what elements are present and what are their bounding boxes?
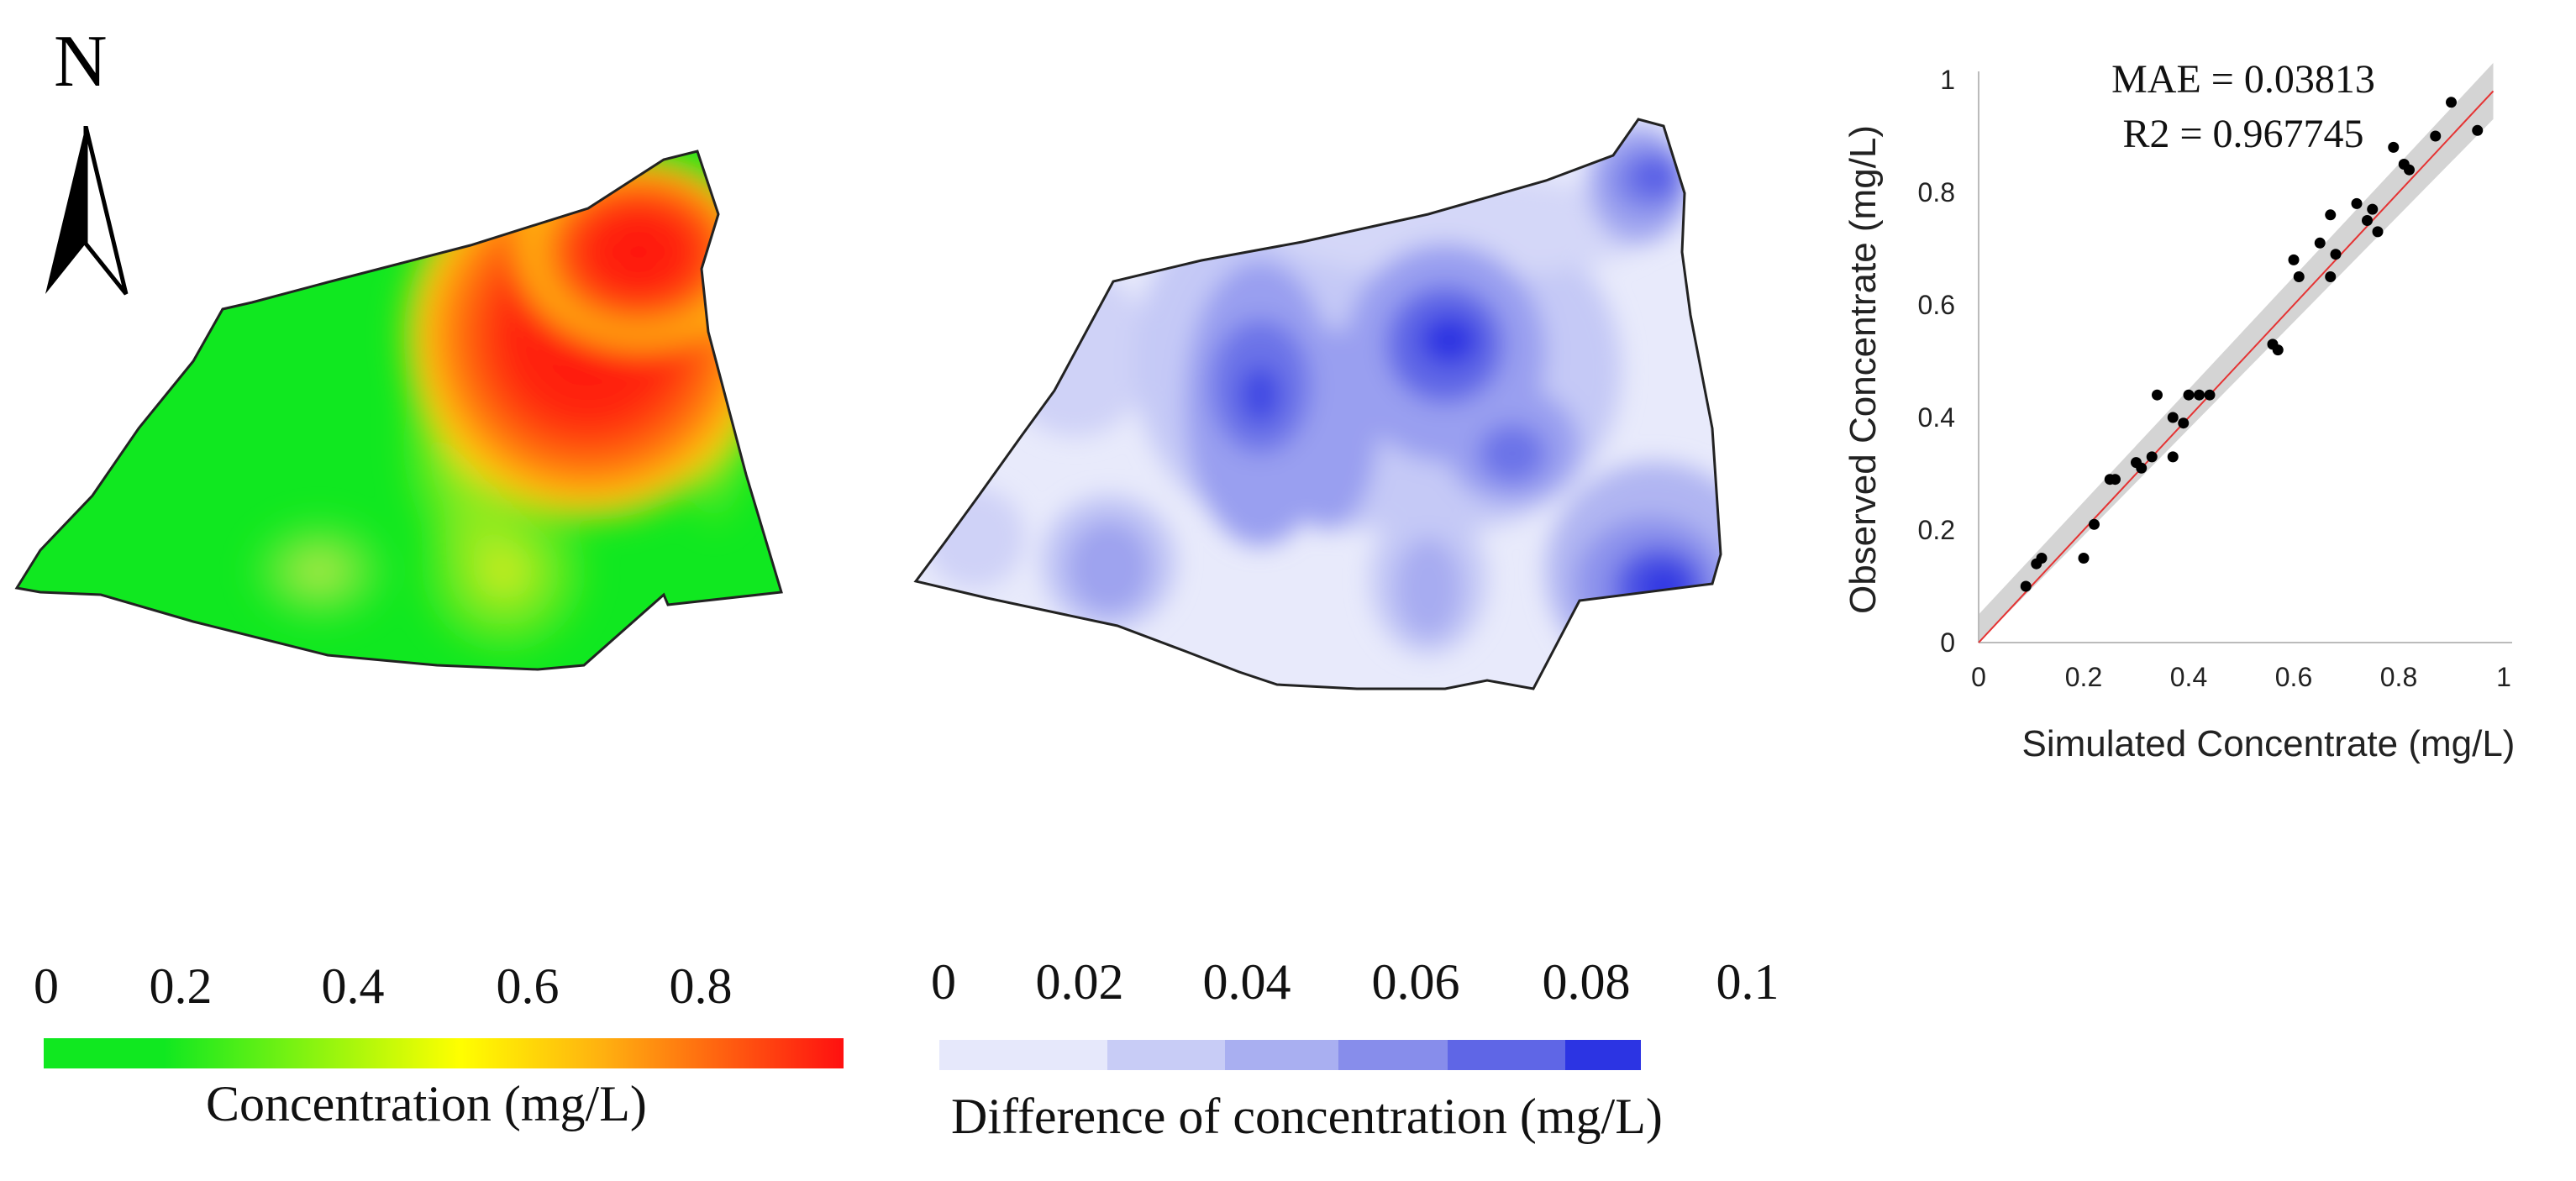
legend-tick: 0.8 [669,958,733,1014]
legend-tick: 0.08 [1542,954,1631,1010]
legend-tick: 0.02 [1035,954,1124,1010]
x-tick-label: 0.6 [2275,662,2312,692]
data-point [2146,451,2158,463]
colorbar-segment [1565,1040,1641,1070]
x-axis-label: Simulated Concentrate (mg/L) [2022,723,2516,764]
y-tick-label: 0.8 [1918,177,1955,207]
data-point [2325,271,2337,282]
data-point [2288,254,2300,265]
x-tick-label: 1 [2496,662,2511,692]
data-point [2036,553,2048,564]
data-point [2136,462,2148,474]
data-point [2388,141,2400,153]
data-point [2204,389,2216,401]
data-point [2194,389,2205,401]
data-point [2367,203,2379,215]
data-point [2152,389,2163,401]
data-point [2372,226,2384,238]
legend-tick: 0.4 [321,958,385,1014]
mae-annotation: MAE = 0.03813 [2111,57,2375,102]
data-point [2167,451,2179,463]
colorbar-segment [1225,1040,1338,1070]
x-tick-label: 0.8 [2380,662,2417,692]
legend-tick: 0.6 [496,958,560,1014]
concentration-legend-title: Concentration (mg/L) [206,1076,647,1131]
confidence-band [1979,62,2494,643]
colorbar-segment [1448,1040,1565,1070]
legend-tick: 0 [34,958,59,1014]
data-point [2430,130,2442,142]
x-tick-label: 0 [1971,662,1986,692]
data-point [2325,209,2337,221]
legend-tick: 0.06 [1371,954,1460,1010]
data-point [2446,97,2457,108]
y-tick-label: 0 [1940,627,1955,658]
legend-tick: 0.2 [149,958,213,1014]
data-point [2089,518,2100,530]
scatter-chart: 0 0.2 0.4 0.6 0.8 1 0 0.2 0.4 0.6 0.8 1 Observed Co… [1843,57,2516,764]
concentration-map [14,150,783,671]
data-point [2167,412,2179,423]
data-point [2351,197,2363,209]
y-tick-label: 0.2 [1918,515,1955,545]
x-tick-label: 0.2 [2065,662,2102,692]
data-point [2178,417,2190,429]
fit-line [1978,90,2495,643]
y-tick-label: 1 [1940,65,1955,95]
colorbar-segment [1338,1040,1448,1070]
data-point [2020,580,2032,592]
x-tick-label: 0.4 [2170,662,2207,692]
data-point [2078,553,2090,564]
data-point [2314,237,2326,249]
data-point [2330,249,2342,260]
legend-tick: 0.04 [1202,954,1291,1010]
difference-map [913,118,1722,690]
difference-legend-ticks: 0 0.02 0.04 0.06 0.08 0.1 [907,953,1798,1012]
data-point [2293,271,2305,282]
r2-annotation: R2 = 0.967745 [2122,112,2363,156]
data-point [2272,344,2284,356]
north-arrow-icon [45,126,129,296]
legend-tick: 0.1 [1716,954,1780,1010]
y-tick-label: 0.4 [1918,402,1955,433]
colorbar-segment [1107,1040,1225,1070]
north-label: N [54,21,108,102]
colorbar-segment [939,1040,1107,1070]
concentration-colorbar [44,1038,844,1068]
data-point [2110,474,2121,486]
data-point [2404,164,2415,176]
difference-colorbar [939,1040,1641,1070]
data-point [2183,389,2195,401]
data-point [2362,215,2373,226]
concentration-legend-ticks: 0 0.2 0.4 0.6 0.8 [0,958,849,1016]
difference-legend-title: Difference of concentration (mg/L) [951,1089,1663,1144]
y-tick-label: 0.6 [1918,290,1955,320]
y-axis-label: Observed Concentrate (mg/L) [1843,125,1884,614]
data-point [2472,124,2484,136]
legend-tick: 0 [931,954,956,1010]
